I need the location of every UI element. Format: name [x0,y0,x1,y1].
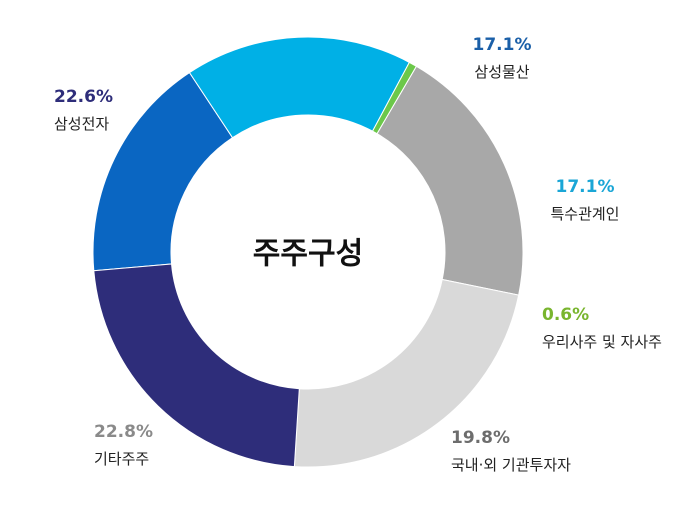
slice-value-label: 0.6% [542,305,589,325]
slice-name-label: 삼성전자 [54,115,109,133]
slice-name-label: 삼성물산 [474,63,529,81]
slice-name-label: 국내·외 기관투자자 [451,456,571,474]
slice-name-label: 우리사주 및 자사주 [542,333,662,351]
slice-value-label: 22.6% [54,87,113,107]
donut-slices [92,36,524,468]
slice-value-label: 17.1% [473,35,532,55]
donut-slice-4 [376,65,524,296]
donut-slice-5 [293,278,520,468]
slice-name-label: 기타주주 [94,450,149,468]
slice-value-label: 17.1% [556,177,615,197]
chart-title: 주주구성 [253,237,363,272]
donut-slice-6 [93,263,300,468]
slice-name-label: 특수관계인 [550,205,619,223]
donut-slice-2 [188,36,411,139]
slice-value-label: 22.8% [94,422,153,442]
slice-labels: 17.1% 삼성물산 17.1% 특수관계인 0.6% 우리사주 및 자사주 19.8% 국내… [54,35,662,474]
slice-value-label: 19.8% [451,428,510,448]
